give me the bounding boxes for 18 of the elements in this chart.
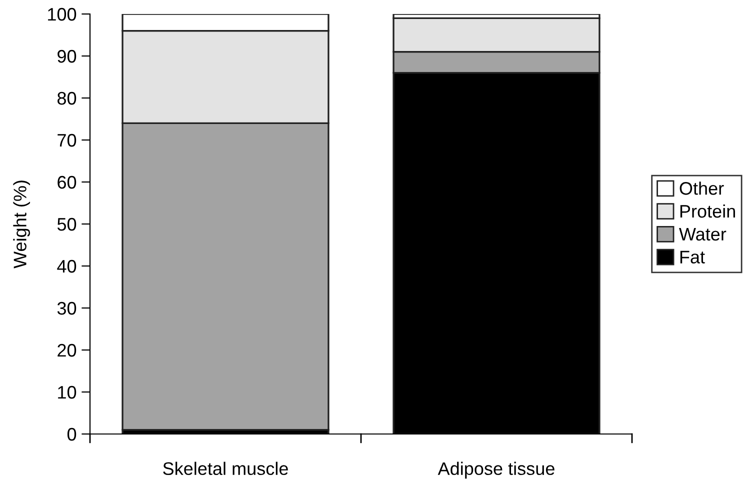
legend-label: Protein [680,204,735,218]
y-tick-label: 40 [57,260,76,273]
y-tick-label: 100 [48,8,76,21]
x-tick-label: Adipose tissue [438,462,554,479]
legend-label: Water [679,228,726,241]
y-tick-label: 10 [58,386,76,399]
y-tick-label: 0 [67,428,76,441]
legend-label: Other [680,182,724,195]
y-tick-label: 60 [58,176,76,189]
y-tick-label: 90 [58,50,76,63]
y-tick-label: 80 [58,92,76,105]
x-tick-label: Skeletal muscle [163,462,288,476]
y-tick-label: 30 [57,302,76,315]
legend-label: Fat [680,250,705,264]
y-axis-title: Weight (%) [13,180,30,268]
y-tick-label: 20 [58,344,76,357]
y-tick-label: 50 [57,218,76,231]
y-tick-label: 70 [58,134,76,147]
